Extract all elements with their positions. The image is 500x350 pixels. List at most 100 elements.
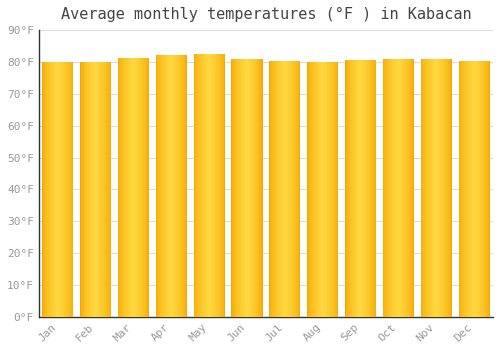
- Bar: [199, 54, 200, 317]
- Bar: [55, 62, 56, 317]
- Bar: [394, 60, 395, 317]
- Bar: [246, 59, 247, 317]
- Bar: [316, 62, 317, 317]
- Bar: [322, 62, 323, 317]
- Bar: [87, 62, 88, 317]
- Bar: [355, 60, 356, 317]
- Bar: [163, 55, 164, 317]
- Bar: [446, 60, 447, 317]
- Bar: [140, 58, 141, 317]
- Bar: [260, 59, 261, 317]
- Bar: [345, 60, 346, 317]
- Bar: [64, 62, 65, 317]
- Bar: [275, 61, 276, 317]
- Bar: [361, 60, 362, 317]
- Bar: [277, 61, 278, 317]
- Bar: [372, 60, 373, 317]
- Bar: [279, 61, 280, 317]
- Bar: [258, 59, 259, 317]
- Bar: [180, 55, 181, 317]
- Bar: [307, 62, 308, 317]
- Bar: [165, 55, 166, 317]
- Bar: [462, 61, 464, 317]
- Bar: [148, 58, 149, 317]
- Bar: [158, 55, 159, 317]
- Bar: [46, 62, 47, 317]
- Bar: [201, 54, 202, 317]
- Bar: [139, 58, 140, 317]
- Bar: [468, 61, 469, 317]
- Bar: [469, 61, 470, 317]
- Bar: [274, 61, 275, 317]
- Bar: [405, 60, 406, 317]
- Bar: [169, 55, 170, 317]
- Bar: [194, 54, 195, 317]
- Bar: [144, 58, 145, 317]
- Bar: [408, 60, 409, 317]
- Bar: [49, 62, 50, 317]
- Bar: [478, 61, 479, 317]
- Bar: [433, 60, 434, 317]
- Bar: [276, 61, 277, 317]
- Bar: [170, 55, 171, 317]
- Bar: [404, 60, 405, 317]
- Bar: [475, 61, 476, 317]
- Bar: [486, 61, 487, 317]
- Bar: [406, 60, 407, 317]
- Bar: [89, 62, 90, 317]
- Bar: [44, 62, 45, 317]
- Bar: [101, 62, 102, 317]
- Bar: [444, 60, 445, 317]
- Bar: [333, 62, 334, 317]
- Bar: [130, 58, 131, 317]
- Bar: [219, 54, 220, 317]
- Bar: [124, 58, 125, 317]
- Bar: [319, 62, 320, 317]
- Bar: [359, 60, 360, 317]
- Bar: [62, 62, 63, 317]
- Bar: [402, 60, 403, 317]
- Bar: [323, 62, 324, 317]
- Bar: [211, 54, 212, 317]
- Bar: [118, 58, 119, 317]
- Bar: [217, 54, 218, 317]
- Bar: [476, 61, 477, 317]
- Bar: [317, 62, 318, 317]
- Bar: [436, 60, 437, 317]
- Bar: [237, 59, 238, 317]
- Bar: [447, 60, 448, 317]
- Bar: [48, 62, 49, 317]
- Bar: [350, 60, 352, 317]
- Bar: [254, 59, 255, 317]
- Bar: [161, 55, 162, 317]
- Bar: [50, 62, 51, 317]
- Bar: [245, 59, 246, 317]
- Bar: [445, 60, 446, 317]
- Bar: [99, 62, 100, 317]
- Bar: [426, 60, 427, 317]
- Bar: [366, 60, 367, 317]
- Bar: [93, 62, 94, 317]
- Bar: [334, 62, 335, 317]
- Bar: [449, 60, 450, 317]
- Bar: [284, 61, 285, 317]
- Bar: [331, 62, 332, 317]
- Bar: [110, 62, 111, 317]
- Bar: [108, 62, 109, 317]
- Bar: [367, 60, 368, 317]
- Bar: [289, 61, 290, 317]
- Bar: [179, 55, 180, 317]
- Bar: [438, 60, 439, 317]
- Bar: [360, 60, 361, 317]
- Bar: [249, 59, 250, 317]
- Bar: [286, 61, 287, 317]
- Bar: [278, 61, 279, 317]
- Bar: [90, 62, 91, 317]
- Bar: [460, 61, 461, 317]
- Bar: [235, 59, 236, 317]
- Bar: [240, 59, 241, 317]
- Bar: [358, 60, 359, 317]
- Bar: [241, 59, 242, 317]
- Bar: [141, 58, 142, 317]
- Bar: [356, 60, 357, 317]
